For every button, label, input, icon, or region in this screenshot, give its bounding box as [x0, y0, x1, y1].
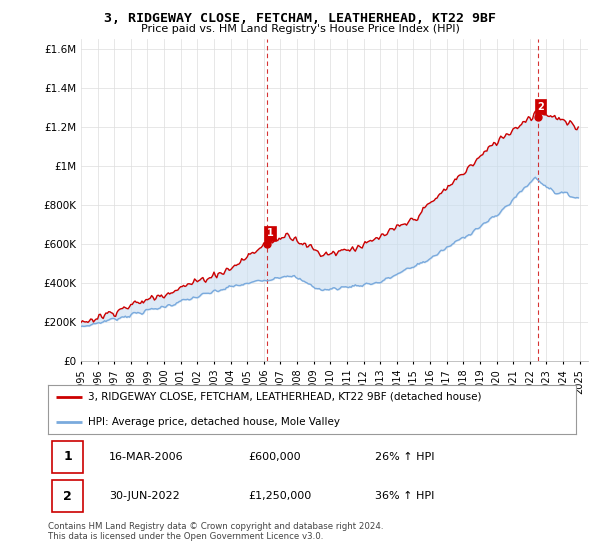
FancyBboxPatch shape: [52, 441, 83, 473]
Text: 30-JUN-2022: 30-JUN-2022: [109, 491, 179, 501]
Text: 1: 1: [63, 450, 72, 463]
Text: 16-MAR-2006: 16-MAR-2006: [109, 452, 184, 462]
FancyBboxPatch shape: [52, 480, 83, 512]
Text: 2: 2: [537, 101, 544, 111]
Text: 36% ↑ HPI: 36% ↑ HPI: [376, 491, 435, 501]
Text: 2: 2: [63, 489, 72, 502]
Text: 26% ↑ HPI: 26% ↑ HPI: [376, 452, 435, 462]
Text: HPI: Average price, detached house, Mole Valley: HPI: Average price, detached house, Mole…: [88, 417, 340, 427]
Text: Contains HM Land Registry data © Crown copyright and database right 2024.
This d: Contains HM Land Registry data © Crown c…: [48, 522, 383, 542]
Text: 3, RIDGEWAY CLOSE, FETCHAM, LEATHERHEAD, KT22 9BF: 3, RIDGEWAY CLOSE, FETCHAM, LEATHERHEAD,…: [104, 12, 496, 25]
Text: Price paid vs. HM Land Registry's House Price Index (HPI): Price paid vs. HM Land Registry's House …: [140, 24, 460, 34]
Text: £600,000: £600,000: [248, 452, 301, 462]
Text: 3, RIDGEWAY CLOSE, FETCHAM, LEATHERHEAD, KT22 9BF (detached house): 3, RIDGEWAY CLOSE, FETCHAM, LEATHERHEAD,…: [88, 391, 481, 402]
Text: 1: 1: [266, 228, 273, 239]
Text: £1,250,000: £1,250,000: [248, 491, 312, 501]
